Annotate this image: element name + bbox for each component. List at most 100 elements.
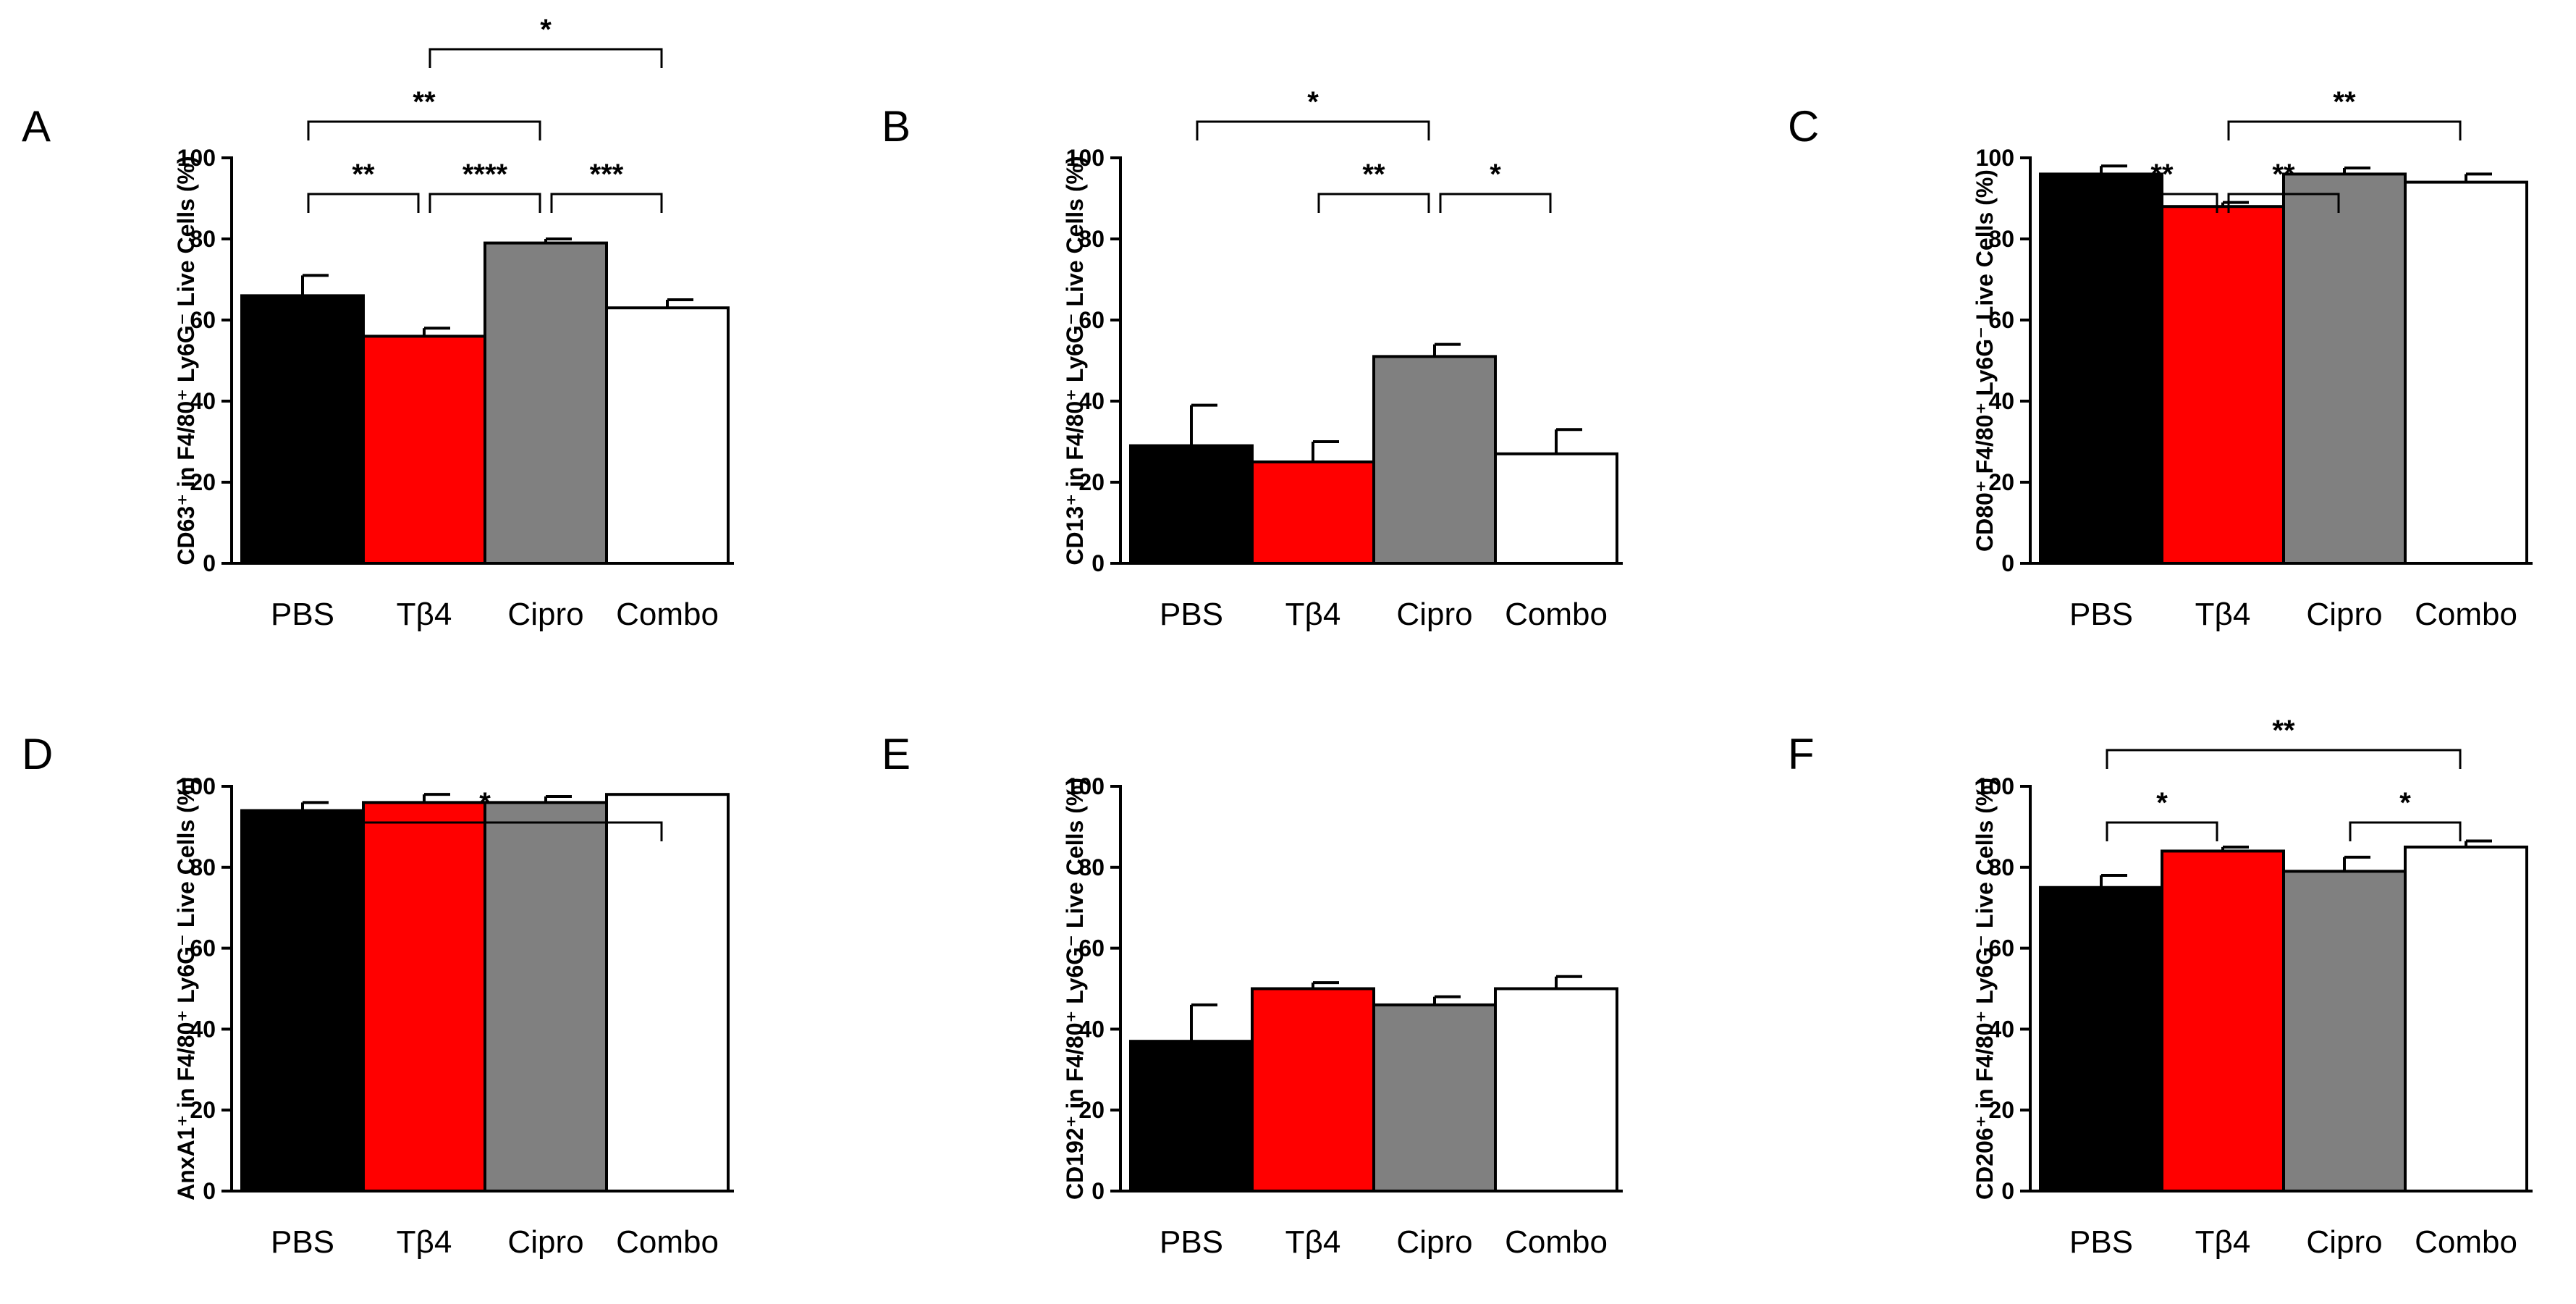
significance-label: * xyxy=(540,14,552,46)
panel-label: A xyxy=(22,102,51,151)
significance-bracket xyxy=(428,48,663,68)
panel-d: D AnxA1⁺ in F4/80⁺ Ly6G⁻ Live Cells (%) 0 2… xyxy=(22,730,734,1260)
bar-c-2 xyxy=(2282,172,2407,565)
y-tick-label: 40 xyxy=(1078,388,1105,414)
significance-bracket xyxy=(2106,749,2462,769)
significance-label: ** xyxy=(352,159,375,190)
significance-bracket xyxy=(1439,193,1552,213)
significance-label: * xyxy=(2399,787,2411,819)
y-tick-label: 0 xyxy=(203,1178,216,1204)
bar-e-2 xyxy=(1372,1003,1497,1192)
panel-label: F xyxy=(1788,730,1815,778)
y-tick-label: 60 xyxy=(1988,307,2014,333)
bar-d-2 xyxy=(483,801,608,1192)
bar-e-0 xyxy=(1129,1040,1254,1193)
significance-label: * xyxy=(479,787,491,819)
y-tick-label: 80 xyxy=(190,226,216,252)
bar-a-0 xyxy=(240,294,365,565)
bar-c-0 xyxy=(2039,172,2163,565)
y-tick-label: 0 xyxy=(1091,550,1105,576)
y-tick-label: 20 xyxy=(1078,1097,1105,1123)
bar-a-3 xyxy=(605,306,730,565)
bar-b-2 xyxy=(1372,355,1497,565)
bar-a-1 xyxy=(362,335,486,565)
y-axis-label: CD192⁺ in F4/80⁺ Ly6G⁻ Live Cells (%) xyxy=(1062,778,1088,1200)
bar-c-1 xyxy=(2161,205,2285,565)
x-tick-label: Tβ4 xyxy=(1285,1224,1341,1260)
bar-f-3 xyxy=(2404,845,2528,1192)
y-tick-label: 20 xyxy=(1988,1097,2014,1123)
y-tick-label: 80 xyxy=(1078,854,1105,880)
significance-bracket xyxy=(2106,821,2218,841)
y-axis-label: AnxA1⁺ in F4/80⁺ Ly6G⁻ Live Cells (%) xyxy=(173,777,199,1200)
significance-label: ** xyxy=(1362,159,1385,190)
y-tick-label: 20 xyxy=(190,1097,216,1123)
y-tick-label: 100 xyxy=(1976,145,2014,171)
panel-label: C xyxy=(1788,102,1819,151)
y-axis-label: CD80⁺ F4/80⁺ Ly6G⁻ Live Cells (%) xyxy=(1972,169,1998,552)
significance-label: ** xyxy=(2272,715,2295,746)
significance-bracket xyxy=(2227,193,2340,213)
y-tick-label: 80 xyxy=(1078,226,1105,252)
significance-label: ** xyxy=(413,86,436,118)
x-tick-label: Cipro xyxy=(2306,1224,2382,1260)
significance-bracket xyxy=(2349,821,2462,841)
significance-label: * xyxy=(1490,159,1501,190)
x-tick-label: Tβ4 xyxy=(397,1224,452,1260)
y-tick-label: 80 xyxy=(1988,854,2014,880)
significance-bracket xyxy=(1317,193,1430,213)
bar-d-0 xyxy=(240,809,365,1193)
y-tick-label: 40 xyxy=(190,388,216,414)
y-tick-label: 20 xyxy=(190,469,216,495)
x-tick-label: Tβ4 xyxy=(397,597,452,632)
bar-e-1 xyxy=(1251,987,1375,1192)
y-tick-label: 100 xyxy=(1066,145,1105,171)
significance-bracket xyxy=(428,193,541,213)
y-tick-label: 40 xyxy=(190,1016,216,1042)
significance-label: *** xyxy=(590,159,624,190)
y-tick-label: 20 xyxy=(1988,469,2014,495)
y-tick-label: 0 xyxy=(2001,1178,2014,1204)
x-tick-label: Tβ4 xyxy=(2195,1224,2251,1260)
y-tick-label: 0 xyxy=(2001,550,2014,576)
x-tick-label: Cipro xyxy=(1396,1224,1472,1260)
x-tick-label: Combo xyxy=(616,597,719,632)
x-tick-label: PBS xyxy=(271,1224,334,1260)
significance-bracket xyxy=(307,821,663,841)
panel-label: D xyxy=(22,730,53,778)
bar-b-3 xyxy=(1494,452,1618,565)
significance-label: ** xyxy=(2150,159,2174,190)
bar-a-2 xyxy=(483,241,608,565)
bar-d-3 xyxy=(605,793,730,1193)
x-tick-label: PBS xyxy=(1160,597,1223,632)
x-tick-label: PBS xyxy=(1160,1224,1223,1260)
y-tick-label: 40 xyxy=(1078,1016,1105,1042)
significance-label: * xyxy=(1307,86,1319,118)
bar-c-3 xyxy=(2404,180,2528,565)
bar-f-2 xyxy=(2282,870,2407,1192)
x-tick-label: PBS xyxy=(2069,1224,2133,1260)
x-tick-label: Combo xyxy=(1505,1224,1608,1260)
y-tick-label: 60 xyxy=(190,307,216,333)
panel-c: C CD80⁺ F4/80⁺ Ly6G⁻ Live Cells (%)0 20 40 6… xyxy=(1788,86,2533,632)
y-axis-label: CD206⁺ in F4/80⁺ Ly6G⁻ Live Cells (%) xyxy=(1972,778,1998,1200)
y-tick-label: 60 xyxy=(1988,935,2014,962)
y-tick-label: 0 xyxy=(203,550,216,576)
x-tick-label: Cipro xyxy=(1396,597,1472,632)
panel-a: A CD63⁺ in F4/80⁺ Ly6G⁻ Live Cells (%) 0 20… xyxy=(22,14,734,632)
y-axis-label: CD63⁺ in F4/80⁺ Ly6G⁻ Live Cells (%) xyxy=(173,156,199,565)
significance-bracket xyxy=(1196,120,1430,140)
y-tick-label: 0 xyxy=(1091,1178,1105,1204)
y-tick-label: 40 xyxy=(1988,1016,2014,1042)
significance-bracket xyxy=(2227,120,2462,140)
y-tick-label: 60 xyxy=(1078,935,1105,962)
bar-b-0 xyxy=(1129,444,1254,565)
bar-f-1 xyxy=(2161,849,2285,1192)
panel-e: E CD192⁺ in F4/80⁺ Ly6G⁻ Live Cells (%) 0 2… xyxy=(882,730,1623,1260)
x-tick-label: Combo xyxy=(616,1224,719,1260)
bar-d-1 xyxy=(362,801,486,1192)
significance-bracket xyxy=(2106,193,2218,213)
x-tick-label: Combo xyxy=(2415,1224,2517,1260)
y-tick-label: 100 xyxy=(1976,773,2014,799)
